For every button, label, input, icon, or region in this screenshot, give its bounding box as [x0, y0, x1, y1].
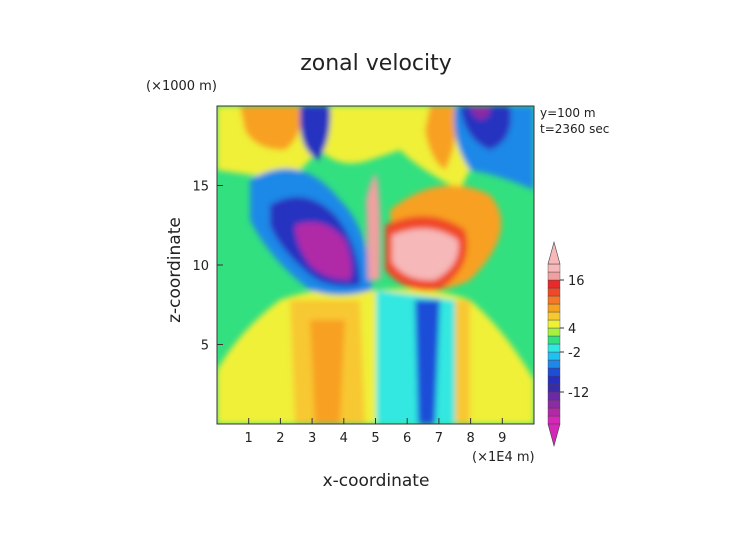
colorbar-tick-label: 16	[568, 274, 585, 289]
y-tick-label: 5	[201, 339, 209, 354]
field-orange-topleft	[240, 106, 301, 150]
x-axis-label: x-coordinate	[323, 471, 430, 491]
field-purple-upper-right	[470, 106, 491, 120]
colorbar-segment	[547, 335, 561, 345]
y-tick-label: 10	[192, 259, 209, 274]
colorbar-segment	[547, 311, 561, 321]
field-pink-right-lobe	[392, 228, 459, 281]
field-purple-left-lobe	[295, 222, 352, 280]
contour-field	[217, 106, 534, 424]
x-tick-label: 4	[340, 431, 348, 446]
colorbar-segment	[547, 367, 561, 377]
field-orange-lower-mid	[310, 320, 345, 424]
colorbar-segment	[547, 263, 561, 273]
colorbar-segment	[547, 303, 561, 313]
colorbar-segment	[547, 295, 561, 305]
x-unit-label: (×1E4 m)	[472, 450, 535, 465]
colorbar-segment	[547, 351, 561, 361]
colorbar-segment	[547, 415, 561, 425]
annotation-y: y=100 m	[540, 106, 596, 120]
colorbar-segment	[547, 319, 561, 329]
colorbar-segment	[547, 375, 561, 385]
colorbar-segment	[547, 359, 561, 369]
colorbar-extend-min	[547, 423, 561, 448]
colorbar-segment	[547, 399, 561, 409]
colorbar-extend-max	[547, 240, 561, 265]
colorbar-segment	[547, 391, 561, 401]
x-tick-label: 6	[403, 431, 411, 446]
chart-title: zonal velocity	[300, 51, 452, 76]
colorbar-segment	[547, 327, 561, 337]
y-axis: 5 10 15	[192, 180, 223, 354]
field-blue-lower	[415, 300, 440, 424]
x-tick-label: 1	[245, 431, 253, 446]
y-axis-label: z-coordinate	[165, 217, 185, 323]
x-tick-label: 9	[498, 431, 506, 446]
y-tick-label: 15	[192, 180, 209, 195]
x-axis: 1 2 3 4 5 6 7 8 9	[245, 418, 506, 446]
x-tick-label: 2	[276, 431, 284, 446]
x-tick-label: 3	[308, 431, 316, 446]
colorbar-segment	[547, 383, 561, 393]
field-orange-topright	[425, 106, 457, 170]
colorbar-tick-label: -12	[568, 386, 589, 401]
x-tick-label: 5	[371, 431, 379, 446]
colorbar-segment	[547, 279, 561, 289]
colorbar-tick-label: 4	[568, 322, 576, 337]
colorbar-segment	[547, 407, 561, 417]
colorbar-tick-label: -2	[568, 346, 581, 361]
y-unit-label: (×1000 m)	[146, 79, 217, 94]
colorbar-segment	[547, 287, 561, 297]
annotation-t: t=2360 sec	[540, 122, 609, 136]
field-pink-central-spike	[366, 174, 381, 280]
colorbar-segment	[547, 343, 561, 353]
x-tick-label: 7	[435, 431, 443, 446]
colorbar-segment	[547, 271, 561, 281]
x-tick-label: 8	[466, 431, 474, 446]
colorbar: 16 4 -2 -12	[547, 240, 589, 448]
field-blue-upper-left	[300, 106, 331, 160]
field-darkblue-upper-right	[460, 106, 511, 150]
